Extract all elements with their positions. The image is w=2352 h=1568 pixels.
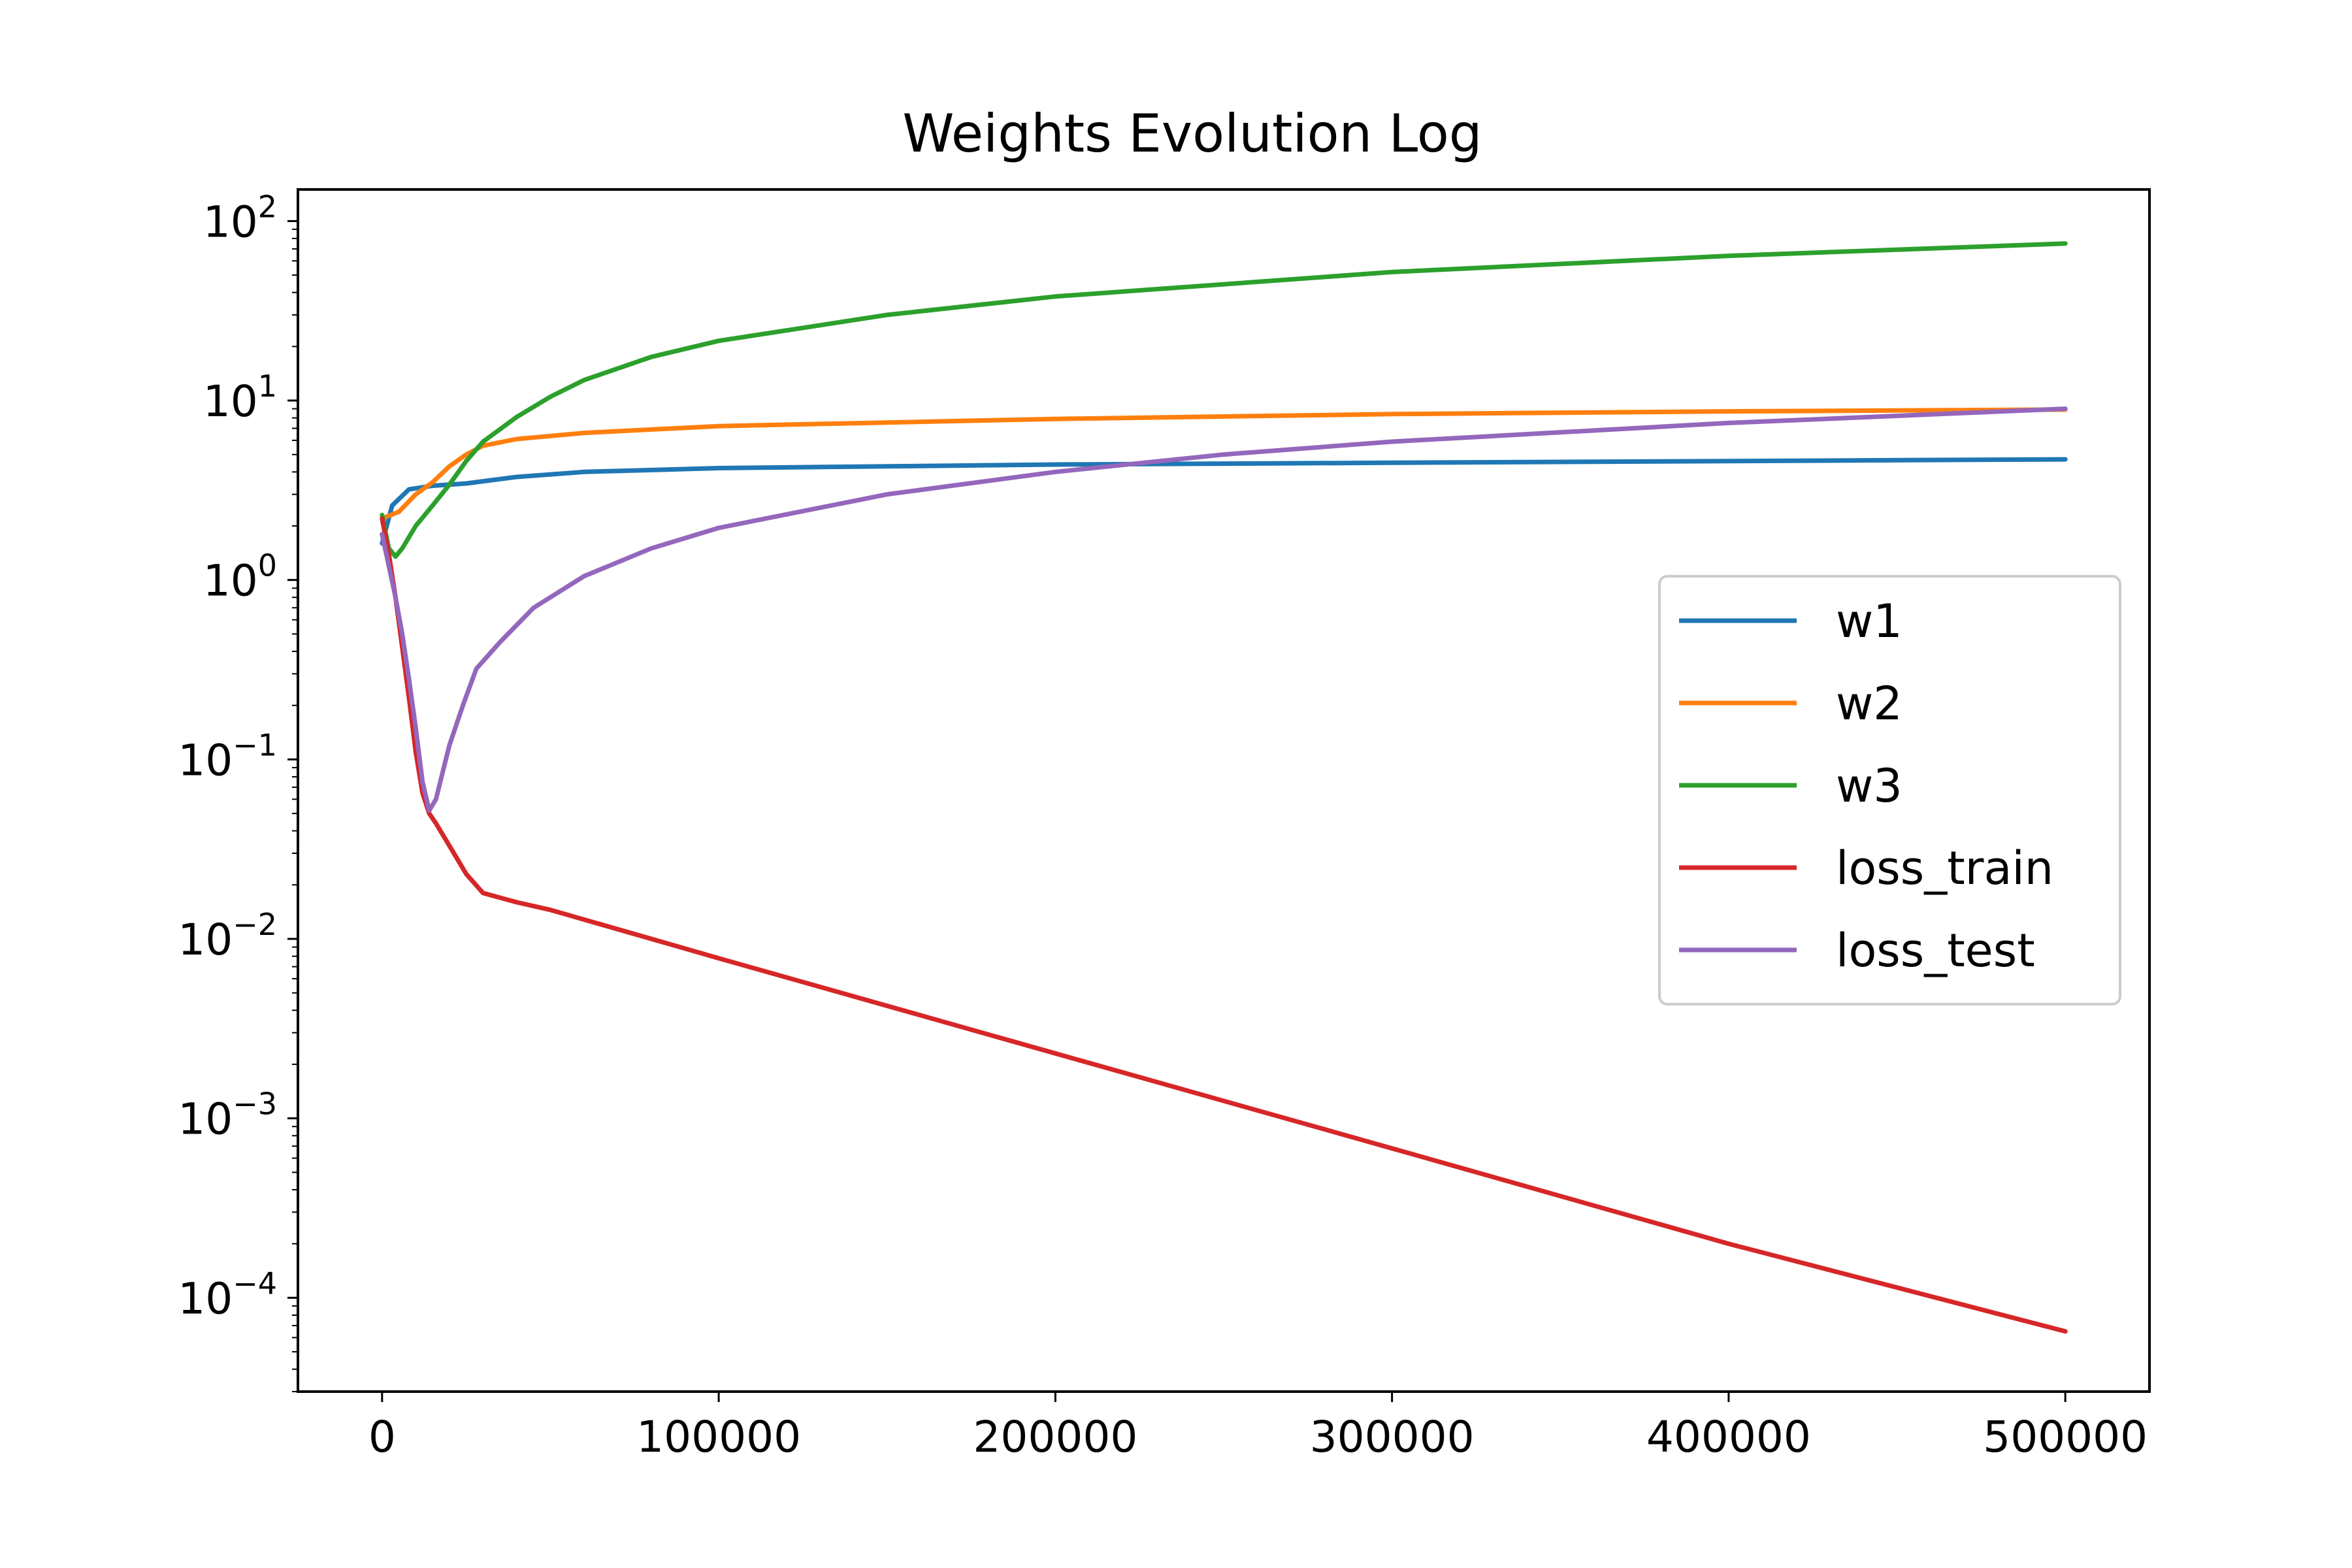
y-tick-label: 101 [203,368,277,427]
x-tick-label: 200000 [973,1412,1137,1462]
x-tick-label: 300000 [1310,1412,1475,1462]
y-tick-label: 102 [203,189,277,247]
series-line-w1 [380,457,2068,546]
series-line-loss-test [380,406,2068,813]
y-tick-exponent: −3 [233,1086,277,1122]
legend-label: loss_test [1836,924,2035,977]
y-tick-exponent: −2 [233,907,277,942]
y-tick-base: 10 [178,1273,233,1324]
y-tick-base: 10 [203,376,258,427]
legend-label: w2 [1836,677,1903,730]
y-tick-base: 10 [178,1094,233,1145]
y-axis-minor-ticks [292,228,298,1392]
y-tick-base: 10 [203,556,258,606]
series-layer [380,241,2068,1334]
legend: w1 w2 w3 loss_train loss_test [1658,575,2121,1005]
y-tick-exponent: 1 [258,368,277,404]
x-tick-label: 0 [368,1412,396,1462]
plot-frame [297,188,2151,1393]
chart-title: Weights Evolution Log [902,103,1482,164]
x-tick-label: 400000 [1646,1412,1811,1462]
legend-label: w3 [1836,759,1903,813]
y-tick-label: 10−2 [178,907,277,965]
legend-box [1658,575,2121,1005]
y-tick-label: 100 [203,548,277,606]
y-tick-exponent: −1 [233,727,277,762]
x-tick-label: 100000 [636,1412,801,1462]
legend-label: loss_train [1836,841,2053,895]
legend-label: w1 [1836,595,1903,648]
y-tick-base: 10 [203,197,258,247]
x-axis: 0 100000 200000 300000 400000 500000 [368,1392,2148,1462]
series-line-w3 [380,241,2068,559]
y-tick-label: 10−4 [178,1266,277,1324]
series-line-w2 [380,407,2068,521]
y-tick-exponent: 0 [258,548,277,583]
y-tick-base: 10 [178,915,233,965]
y-tick-exponent: 2 [258,189,277,224]
y-tick-exponent: −4 [233,1266,277,1301]
y-tick-base: 10 [178,735,233,785]
y-tick-label: 10−1 [178,727,277,785]
x-tick-label: 500000 [1983,1412,2148,1462]
y-tick-label: 10−3 [178,1086,277,1145]
